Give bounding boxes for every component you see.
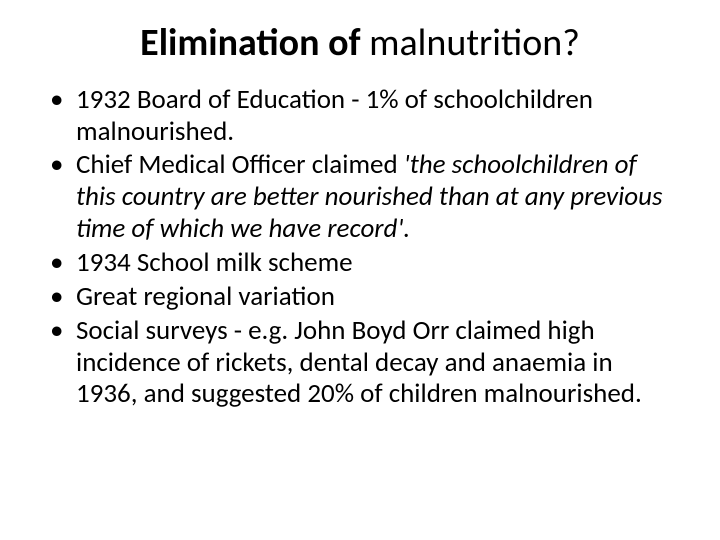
- title-bold-part: Elimination of: [140, 20, 369, 66]
- title-rest-part: malnutrition?: [369, 20, 580, 66]
- bullet-item: Social surveys - e.g. John Boyd Orr clai…: [50, 315, 680, 411]
- bullet-text: 1932 Board of Education - 1% of schoolch…: [76, 83, 593, 148]
- bullet-text: 1934 School milk scheme: [76, 246, 353, 279]
- bullet-item: 1934 School milk scheme: [50, 247, 680, 279]
- bullet-item: 1932 Board of Education - 1% of schoolch…: [50, 84, 680, 148]
- bullet-text: Chief Medical Officer claimed: [76, 148, 404, 181]
- bullet-item: Chief Medical Officer claimed 'the schoo…: [50, 149, 680, 245]
- slide-title: Elimination of malnutrition?: [36, 22, 684, 66]
- bullet-list: 1932 Board of Education - 1% of schoolch…: [36, 84, 684, 411]
- bullet-text: Great regional variation: [76, 280, 335, 313]
- bullet-text: Social surveys - e.g. John Boyd Orr clai…: [76, 314, 642, 411]
- slide: Elimination of malnutrition? 1932 Board …: [0, 0, 720, 540]
- bullet-item: Great regional variation: [50, 281, 680, 313]
